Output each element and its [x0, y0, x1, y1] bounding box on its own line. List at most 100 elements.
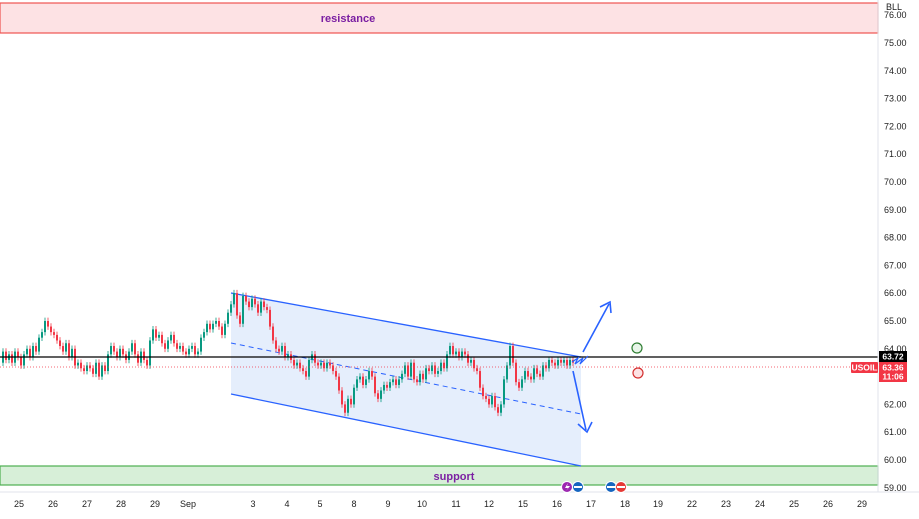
candle-body — [371, 371, 373, 377]
candle-body — [413, 362, 415, 380]
x-tick-label: 28 — [116, 499, 126, 509]
candle-body — [266, 307, 268, 310]
x-tick-label: 24 — [755, 499, 765, 509]
candle-body — [455, 351, 457, 355]
candle-body — [476, 368, 478, 372]
x-tick-label: 16 — [552, 499, 562, 509]
candle-body — [452, 346, 454, 355]
candle-body — [113, 346, 115, 352]
candle-body — [551, 359, 553, 363]
candle-body — [494, 396, 496, 408]
candle-body — [134, 343, 136, 355]
candle-body — [173, 334, 175, 344]
x-tick-label: 25 — [789, 499, 799, 509]
candle-body — [146, 359, 148, 366]
candle-body — [566, 359, 568, 366]
candle-body — [167, 340, 169, 349]
candle-body — [131, 343, 133, 352]
candle-body — [503, 379, 505, 405]
candle-body — [83, 368, 85, 372]
candle-body — [539, 373, 541, 377]
candle-body — [233, 293, 235, 305]
candle-body — [437, 371, 439, 374]
candle-body — [314, 354, 316, 363]
candle-body — [242, 295, 244, 324]
key-level-tag-text: 63.72 — [882, 352, 904, 362]
candle-body — [272, 326, 274, 341]
bearish-arrow[interactable] — [572, 370, 593, 434]
candle-body — [518, 382, 520, 388]
x-tick-label: Sep — [180, 499, 196, 509]
candle-body — [326, 362, 328, 369]
candle-body — [77, 362, 79, 366]
candle-body — [203, 332, 205, 338]
y-tick-label: 69.00 — [884, 205, 907, 215]
candle-body — [239, 315, 241, 324]
y-tick-label: 70.00 — [884, 177, 907, 187]
candle-body — [227, 312, 229, 324]
candle-body — [143, 351, 145, 360]
candle-body — [293, 359, 295, 366]
y-tick-label: 71.00 — [884, 149, 907, 159]
channel-upper-line[interactable] — [230, 292, 582, 358]
candle-body — [536, 368, 538, 374]
channel-lower-line[interactable] — [230, 393, 582, 467]
channel-mid-line[interactable] — [230, 342, 582, 415]
candle-body — [485, 396, 487, 399]
x-tick-label: 26 — [823, 499, 833, 509]
candle-body — [68, 343, 70, 358]
candle-body — [194, 346, 196, 355]
y-tick-label: 64.00 — [884, 344, 907, 354]
x-tick-label: 23 — [721, 499, 731, 509]
candle-body — [179, 346, 181, 349]
candle-body — [422, 373, 424, 380]
candle-body — [533, 368, 535, 380]
candle-body — [431, 365, 433, 372]
candle-body — [182, 346, 184, 352]
candle-body — [92, 368, 94, 374]
event-icons[interactable] — [561, 481, 627, 493]
currency-label: BLL — [886, 2, 902, 12]
x-tick-label: 26 — [48, 499, 58, 509]
candle-body — [398, 379, 400, 385]
x-tick-label: 9 — [385, 499, 390, 509]
candle-body — [329, 362, 331, 366]
candle-body — [347, 398, 349, 413]
candle-body — [278, 348, 280, 352]
candle-body — [308, 359, 310, 377]
candle-body — [302, 368, 304, 372]
candle-body — [62, 346, 64, 352]
y-tick-label: 61.00 — [884, 427, 907, 437]
x-tick-label: 15 — [518, 499, 528, 509]
y-tick-label: 60.00 — [884, 455, 907, 465]
candle-body — [524, 371, 526, 380]
candle-body — [269, 309, 271, 327]
candle-body — [506, 365, 508, 380]
candle-body — [23, 354, 25, 366]
candle-body — [344, 404, 346, 413]
candle-body — [119, 348, 121, 358]
candle-body — [188, 348, 190, 355]
candle-body — [335, 371, 337, 377]
candle-body — [47, 321, 49, 327]
bearish-signal-circle[interactable] — [632, 367, 644, 379]
candle-body — [473, 359, 475, 369]
candle-body — [320, 362, 322, 366]
resistance-zone[interactable] — [0, 2, 879, 34]
candle-body — [236, 293, 238, 316]
candle-body — [401, 373, 403, 380]
candle-body — [155, 329, 157, 338]
x-tick-label: 25 — [14, 499, 24, 509]
channel-fill — [231, 293, 581, 466]
candle-body — [95, 362, 97, 374]
x-tick-label: 11 — [451, 499, 460, 509]
candle-body — [479, 371, 481, 388]
x-tick-label: 22 — [687, 499, 697, 509]
bullish-signal-circle[interactable] — [631, 342, 643, 354]
candle-body — [530, 376, 532, 380]
candle-body — [332, 365, 334, 372]
bullish-arrow[interactable] — [582, 300, 612, 353]
breakout-zigzag — [571, 355, 589, 365]
candle-body — [11, 354, 13, 363]
